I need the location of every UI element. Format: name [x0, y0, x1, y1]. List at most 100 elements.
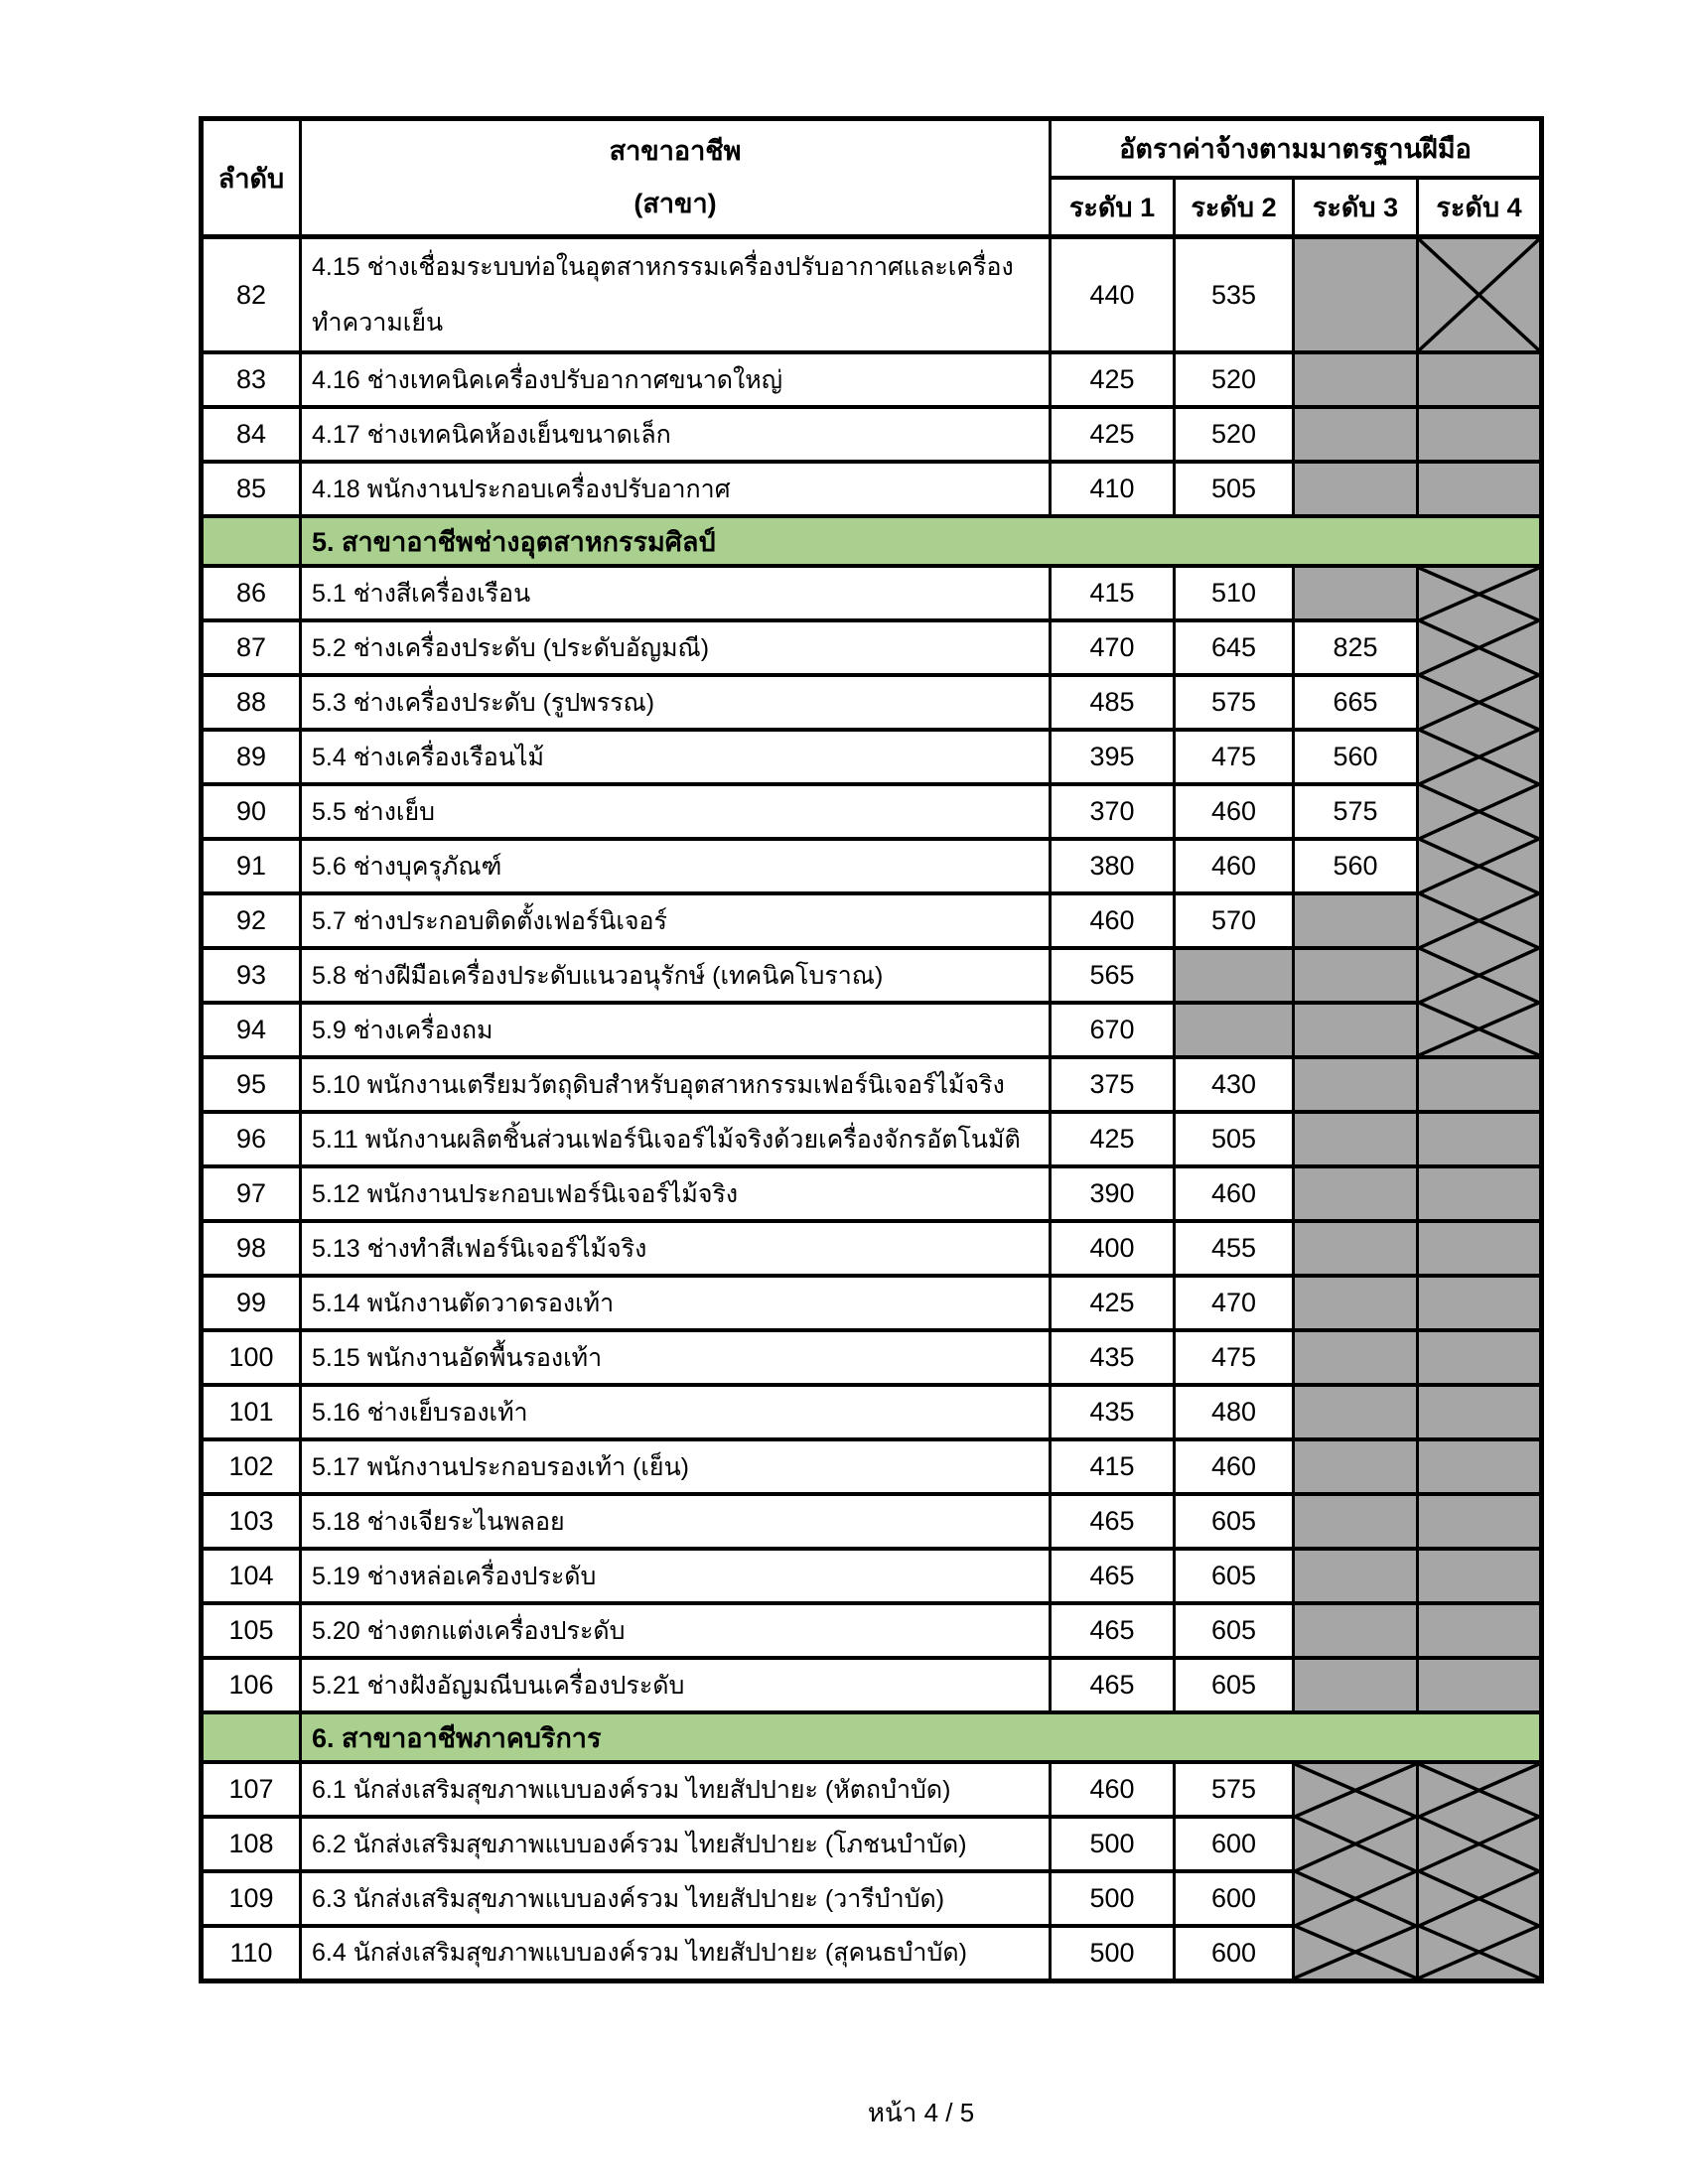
- level-3-cell: [1292, 891, 1419, 950]
- level-3-cell: [1292, 350, 1419, 409]
- level-2-cell: 605: [1173, 1601, 1295, 1660]
- level-2-cell: 505: [1173, 460, 1295, 518]
- level-4-cell: [1415, 1547, 1544, 1605]
- level-2-cell: 600: [1173, 1815, 1295, 1873]
- level-4-cell: [1415, 1926, 1544, 1980]
- row-number-cell: 100: [200, 1328, 302, 1387]
- table-row: 84 4.17 ช่างเทคนิคห้องเย็นขนาดเล็ก 425 520: [200, 405, 1544, 464]
- table-row: 106 5.21 ช่างฝังอัญมณีบนเครื่องประดับ 465 6…: [200, 1656, 1544, 1714]
- row-number-cell: 108: [200, 1815, 302, 1873]
- level-2-cell: 520: [1173, 405, 1295, 464]
- table-row: 96 5.11 พนักงานผลิตชิ้นส่วนเฟอร์นิเจอร์ไม…: [200, 1110, 1544, 1168]
- level-3-cell: [1292, 1219, 1419, 1278]
- level-4-cell: [1415, 893, 1544, 948]
- level-3-cell: [1292, 234, 1419, 354]
- occupation-name-cell: 5.20 ช่างตกแต่งเครื่องประดับ: [299, 1601, 1052, 1660]
- header-level-1: ระดับ 1: [1049, 176, 1176, 239]
- level-2-cell: 605: [1173, 1492, 1295, 1551]
- crossed-out-icon: [1419, 568, 1539, 620]
- level-1-cell: 465: [1049, 1492, 1176, 1551]
- crossed-out-icon: [1419, 1003, 1539, 1055]
- level-1-cell: 410: [1049, 460, 1176, 518]
- level-1-cell: 425: [1049, 1274, 1176, 1332]
- level-1-cell: 425: [1049, 350, 1176, 409]
- level-4-cell: [1415, 236, 1544, 352]
- occupation-name-cell: 4.16 ช่างเทคนิคเครื่องปรับอากาศขนาดใหญ่: [299, 350, 1052, 409]
- table-row: 95 5.10 พนักงานเตรียมวัตถุดิบสำหรับอุตสาห…: [200, 1055, 1544, 1114]
- level-2-cell: 600: [1173, 1869, 1295, 1928]
- occupation-name-cell: 4.17 ช่างเทคนิคห้องเย็นขนาดเล็ก: [299, 405, 1052, 464]
- level-2-cell: 535: [1173, 234, 1295, 354]
- level-2-cell: 510: [1173, 564, 1295, 622]
- level-1-cell: 565: [1049, 946, 1176, 1005]
- row-number-cell: 110: [200, 1924, 302, 1982]
- table-row: 88 5.3 ช่างเครื่องประดับ (รูปพรรณ) 485 575 6…: [200, 673, 1544, 732]
- level-4-cell: [1415, 1164, 1544, 1223]
- header-occupation-lines: สาขาอาชีพ (สาขา): [304, 123, 1048, 232]
- occupation-name-cell: 5.18 ช่างเจียระไนพลอย: [299, 1492, 1052, 1551]
- level-2-cell: [1173, 946, 1295, 1005]
- section-row-number-cell: [200, 1710, 302, 1764]
- row-number-cell: 94: [200, 1001, 302, 1059]
- row-number-cell: 85: [200, 460, 302, 518]
- header-row-number-label: ลำดับ: [217, 163, 285, 194]
- level-2-cell: 460: [1173, 1164, 1295, 1223]
- header-rate-group: อัตราค่าจ้างตามมาตรฐานฝีมือ: [1048, 116, 1544, 180]
- level-2-cell: 455: [1173, 1219, 1295, 1278]
- level-2-cell: 645: [1173, 618, 1295, 677]
- level-4-cell: [1415, 1274, 1544, 1332]
- level-1-cell: 390: [1049, 1164, 1176, 1223]
- level-1-cell: 460: [1049, 1760, 1176, 1819]
- crossed-out-icon: [1419, 948, 1539, 1003]
- table-row: 90 5.5 ช่างเย็บ 370 460 575: [200, 782, 1544, 841]
- row-number-cell: 97: [200, 1164, 302, 1223]
- table-row: 91 5.6 ช่างบุครุภัณฑ์ 380 460 560: [200, 837, 1544, 895]
- level-2-cell: 505: [1173, 1110, 1295, 1168]
- row-number-cell: 107: [200, 1760, 302, 1819]
- level-4-cell: [1415, 1817, 1544, 1871]
- level-3-cell: [1292, 1383, 1419, 1441]
- row-number-cell: 88: [200, 673, 302, 732]
- occupation-name-cell: 5.3 ช่างเครื่องประดับ (รูปพรรณ): [299, 673, 1052, 732]
- table-row: 108 6.2 นักส่งเสริมสุขภาพแบบองค์รวม ไทยสั…: [200, 1815, 1544, 1873]
- row-number-cell: 102: [200, 1437, 302, 1496]
- level-4-cell: [1415, 460, 1544, 518]
- level-1-cell: 460: [1049, 891, 1176, 950]
- level-1-cell: 670: [1049, 1001, 1176, 1059]
- section-row: 5. สาขาอาชีพช่างอุตสาหกรรมศิลป์: [200, 514, 1544, 568]
- row-number-cell: 96: [200, 1110, 302, 1168]
- level-2-cell: [1173, 1001, 1295, 1059]
- occupation-name-cell: 5.4 ช่างเครื่องเรือนไม้: [299, 728, 1052, 786]
- occupation-name-cell: 4.18 พนักงานประกอบเครื่องปรับอากาศ: [299, 460, 1052, 518]
- table-row: 87 5.2 ช่างเครื่องประดับ (ประดับอัญมณี) 47…: [200, 618, 1544, 677]
- row-number-cell: 93: [200, 946, 302, 1005]
- occupation-name-cell: 5.19 ช่างหล่อเครื่องประดับ: [299, 1547, 1052, 1605]
- level-3-cell: [1292, 564, 1419, 622]
- level-3-cell: [1292, 1817, 1419, 1871]
- table-row: 107 6.1 นักส่งเสริมสุขภาพแบบองค์รวม ไทยสั…: [200, 1760, 1544, 1819]
- table-row: 102 5.17 พนักงานประกอบรองเท้า (เย็น) 415 46…: [200, 1437, 1544, 1496]
- level-1-cell: 395: [1049, 728, 1176, 786]
- occupation-name-cell: 5.15 พนักงานอัดพื้นรองเท้า: [299, 1328, 1052, 1387]
- crossed-out-icon: [1295, 1817, 1416, 1871]
- level-3-cell: [1292, 1001, 1419, 1059]
- table-row: 98 5.13 ช่างทำสีเฟอร์นิเจอร์ไม้จริง 400 455: [200, 1219, 1544, 1278]
- level-4-cell: [1415, 1055, 1544, 1114]
- level-2-cell: 520: [1173, 350, 1295, 409]
- level-1-cell: 400: [1049, 1219, 1176, 1278]
- occupation-name-cell: 6.3 นักส่งเสริมสุขภาพแบบองค์รวม ไทยสัปปา…: [299, 1869, 1052, 1928]
- crossed-out-icon: [1419, 1871, 1539, 1926]
- level-4-cell: [1415, 1656, 1544, 1714]
- level-4-cell: [1415, 1871, 1544, 1926]
- header-occupation-line1: สาขาอาชีพ: [609, 136, 742, 166]
- level-1-cell: 465: [1049, 1601, 1176, 1660]
- table-row: 89 5.4 ช่างเครื่องเรือนไม้ 395 475 560: [200, 728, 1544, 786]
- level-3-cell: [1292, 946, 1419, 1005]
- occupation-name-cell: 5.7 ช่างประกอบติดตั้งเฟอร์นิเจอร์: [299, 891, 1052, 950]
- level-4-cell: [1415, 730, 1544, 784]
- level-2-cell: 605: [1173, 1656, 1295, 1714]
- crossed-out-icon: [1295, 1871, 1416, 1926]
- occupation-name-cell: 5.11 พนักงานผลิตชิ้นส่วนเฟอร์นิเจอร์ไม้จ…: [299, 1110, 1052, 1168]
- level-3-cell: 825: [1292, 618, 1419, 677]
- level-4-cell: [1415, 405, 1544, 464]
